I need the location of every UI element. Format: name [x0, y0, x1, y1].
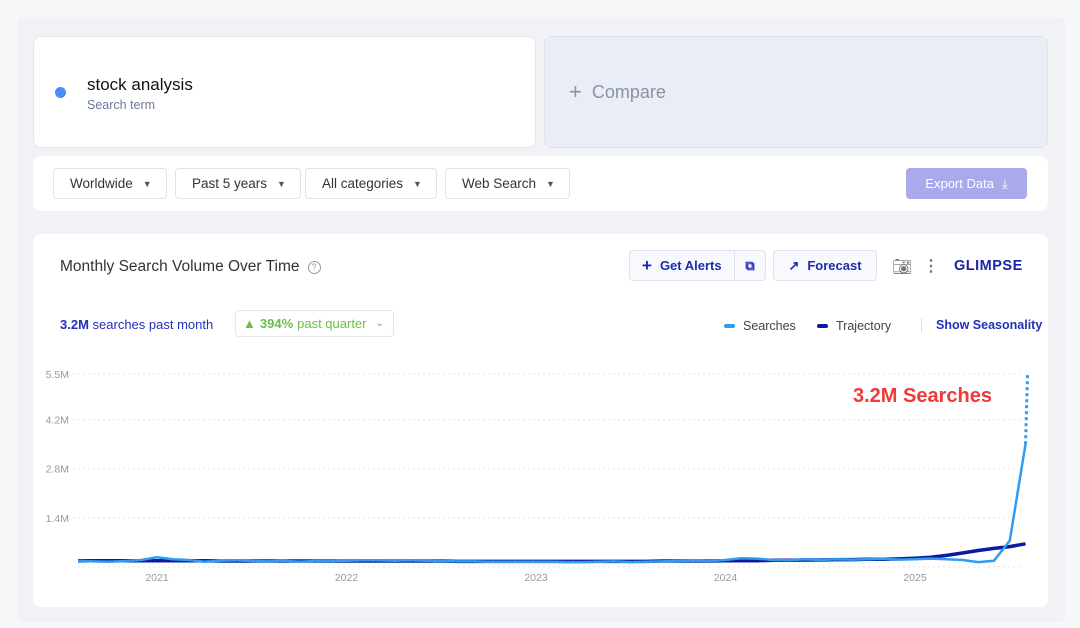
help-icon[interactable]: ? [307, 261, 321, 274]
stat-value: 3.2M [60, 317, 89, 332]
caret-down-icon: ▼ [413, 178, 422, 189]
legend-swatch [724, 324, 735, 328]
dropdown-label: Web Search [462, 176, 537, 191]
forecast-label: Forecast [807, 258, 862, 273]
caret-down-icon: ▼ [142, 178, 152, 189]
caret-down-icon: ▼ [277, 178, 286, 189]
term-color-dot [55, 87, 66, 98]
legend-label: Searches [743, 319, 796, 333]
camera-icon[interactable]: 📷︎ [892, 259, 913, 276]
export-label: Export Data [925, 176, 994, 191]
growth-value: 394% [259, 316, 294, 331]
caret-down-icon: ▼ [546, 178, 555, 189]
dropdown-label: All categories [322, 176, 404, 191]
search-term-subtitle: Search term [87, 98, 156, 112]
plus-icon: + [569, 79, 582, 104]
timeframe-dropdown[interactable]: Past 5 years ▼ [175, 168, 301, 199]
search-term-name: stock analysis [87, 75, 193, 94]
category-dropdown[interactable]: All categories ▼ [305, 168, 437, 199]
legend-trajectory[interactable]: Trajectory [817, 319, 891, 333]
legend-label: Trajectory [836, 319, 892, 333]
chart-title: Monthly Search Volume Over Time? [60, 258, 321, 276]
growth-label: past quarter [297, 316, 367, 331]
legend-swatch [817, 324, 828, 328]
get-alerts-button[interactable]: + Get Alerts [630, 251, 735, 280]
compare-label: Compare [591, 81, 666, 102]
get-alerts-label: Get Alerts [659, 258, 722, 273]
search-term-card: stock analysis Search term [33, 36, 536, 148]
plus-icon: + [642, 255, 652, 275]
legend-searches[interactable]: Searches [724, 319, 796, 333]
stat-label: searches past month [92, 317, 214, 332]
glimpse-logo: GLIMPSE [954, 258, 1023, 274]
download-icon: ⤓ [1001, 175, 1008, 191]
dropdown-label: Worldwide [70, 176, 133, 191]
filter-bar: Worldwide ▼ Past 5 years ▼ All categories ▼… [33, 156, 1048, 211]
source-dropdown[interactable]: Web Search ▼ [445, 168, 570, 199]
location-dropdown[interactable]: Worldwide ▼ [53, 168, 167, 199]
show-seasonality-link[interactable]: Show Seasonality [921, 318, 1042, 332]
compare-button[interactable]: + Compare [544, 36, 1048, 148]
trend-icon: ↗ [788, 257, 800, 273]
external-link-icon[interactable]: ⧉ [745, 257, 755, 273]
searches-past-month: 3.2M searches past month [60, 317, 213, 332]
chart-title-text: Monthly Search Volume Over Time [60, 258, 300, 275]
dropdown-label: Past 5 years [192, 176, 268, 191]
chevron-down-icon: ⌄ [375, 318, 384, 329]
forecast-button[interactable]: ↗ Forecast [773, 250, 877, 281]
get-alerts-group: + Get Alerts ⧉ [629, 250, 766, 281]
growth-dropdown[interactable]: ▲ 394% past quarter ⌄ [235, 310, 394, 337]
more-options-icon[interactable]: ⋮ [923, 258, 939, 275]
chart-card: Monthly Search Volume Over Time? + Get Al… [33, 234, 1048, 607]
triangle-up-icon: ▲ [243, 316, 256, 331]
export-data-button[interactable]: Export Data ⤓ [906, 168, 1027, 199]
